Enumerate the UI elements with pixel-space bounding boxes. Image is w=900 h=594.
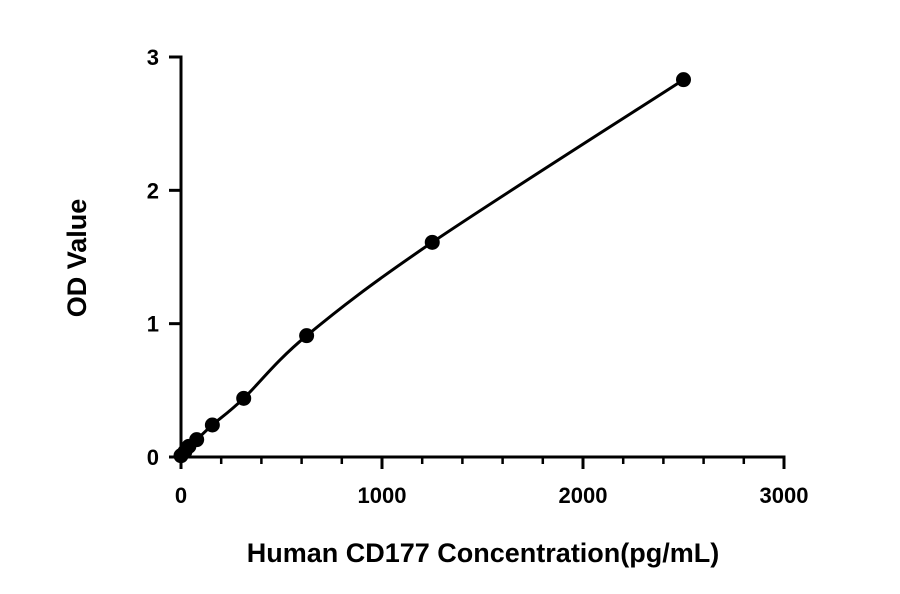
- data-point: [676, 72, 691, 88]
- x-tick-label: 2000: [559, 483, 608, 508]
- data-point: [236, 390, 252, 406]
- x-tick-label: 3000: [760, 483, 809, 508]
- y-tick-label: 3: [147, 45, 159, 70]
- x-tick-label: 1000: [358, 483, 407, 508]
- x-tick-label: 0: [175, 483, 187, 508]
- data-point: [424, 234, 440, 250]
- data-point: [204, 417, 220, 433]
- y-tick-label: 0: [147, 445, 159, 470]
- data-point: [299, 328, 315, 344]
- plot-area: [173, 72, 691, 464]
- data-point: [189, 432, 205, 448]
- y-axis: 0 1 2 3: [147, 45, 183, 470]
- x-axis-title: Human CD177 Concentration(pg/mL): [247, 538, 720, 568]
- fit-curve: [179, 78, 685, 457]
- y-axis-title: OD Value: [62, 199, 92, 318]
- y-tick-label: 2: [147, 178, 159, 203]
- x-axis: 0 1000 2000 3000: [175, 455, 809, 508]
- y-tick-label: 1: [147, 312, 159, 337]
